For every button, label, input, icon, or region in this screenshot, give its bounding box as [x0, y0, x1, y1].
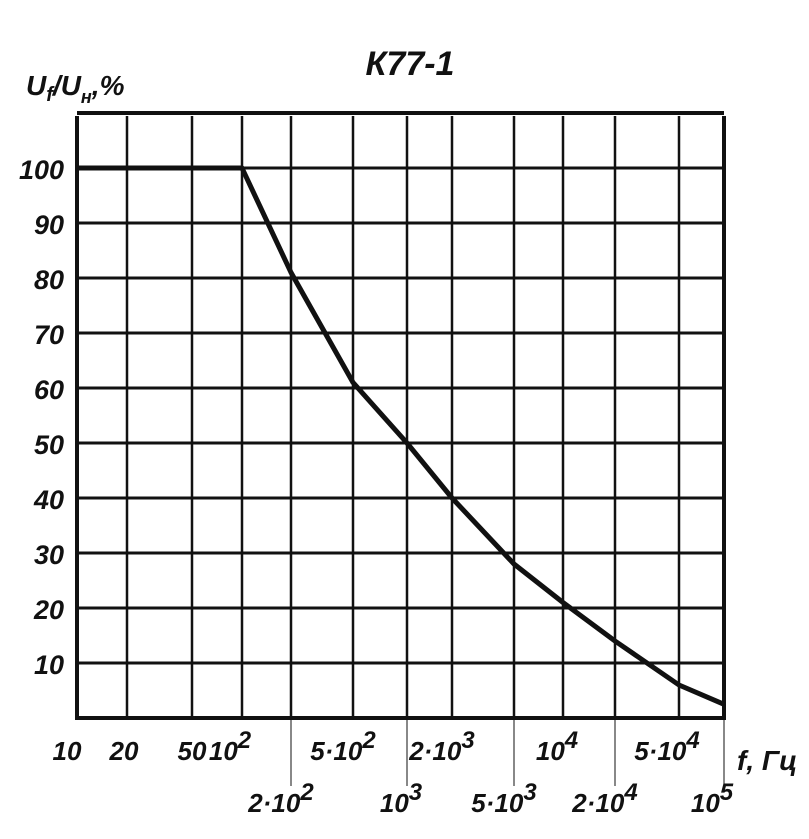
x-tick-label: 5·103 — [471, 779, 537, 818]
x-tick-label: 5·102 — [310, 727, 376, 766]
x-axis-label: f, Гц — [737, 745, 797, 776]
x-tick-label: 2·103 — [408, 727, 475, 766]
y-tick-label: 80 — [34, 265, 64, 295]
x-tick-label: 105 — [691, 779, 734, 818]
x-tick-label: 2·104 — [571, 779, 637, 818]
y-axis-label: Uf/Uн,% — [26, 70, 125, 107]
y-tick-label: 40 — [33, 485, 64, 515]
y-tick-label: 100 — [19, 155, 64, 185]
x-tick-label: 10 — [53, 736, 82, 766]
y-tick-label: 50 — [34, 430, 64, 460]
x-tick-label: 2·102 — [247, 779, 314, 818]
x-tick-label: 104 — [536, 727, 578, 766]
x-tick-label: 103 — [380, 779, 423, 818]
x-tick-label: 20 — [109, 736, 139, 766]
y-tick-label: 10 — [34, 650, 64, 680]
x-tick-label: 5·104 — [634, 727, 699, 766]
y-tick-label: 70 — [34, 320, 64, 350]
y-tick-label: 60 — [34, 375, 64, 405]
series-line — [77, 165, 725, 707]
y-tick-label: 90 — [34, 210, 64, 240]
x-tick-label: 102 — [209, 727, 252, 766]
y-tick-label: 20 — [33, 595, 64, 625]
x-tick-label: 50 — [178, 736, 207, 766]
y-tick-label: 30 — [34, 540, 64, 570]
chart-title: К77-1 — [366, 45, 455, 83]
